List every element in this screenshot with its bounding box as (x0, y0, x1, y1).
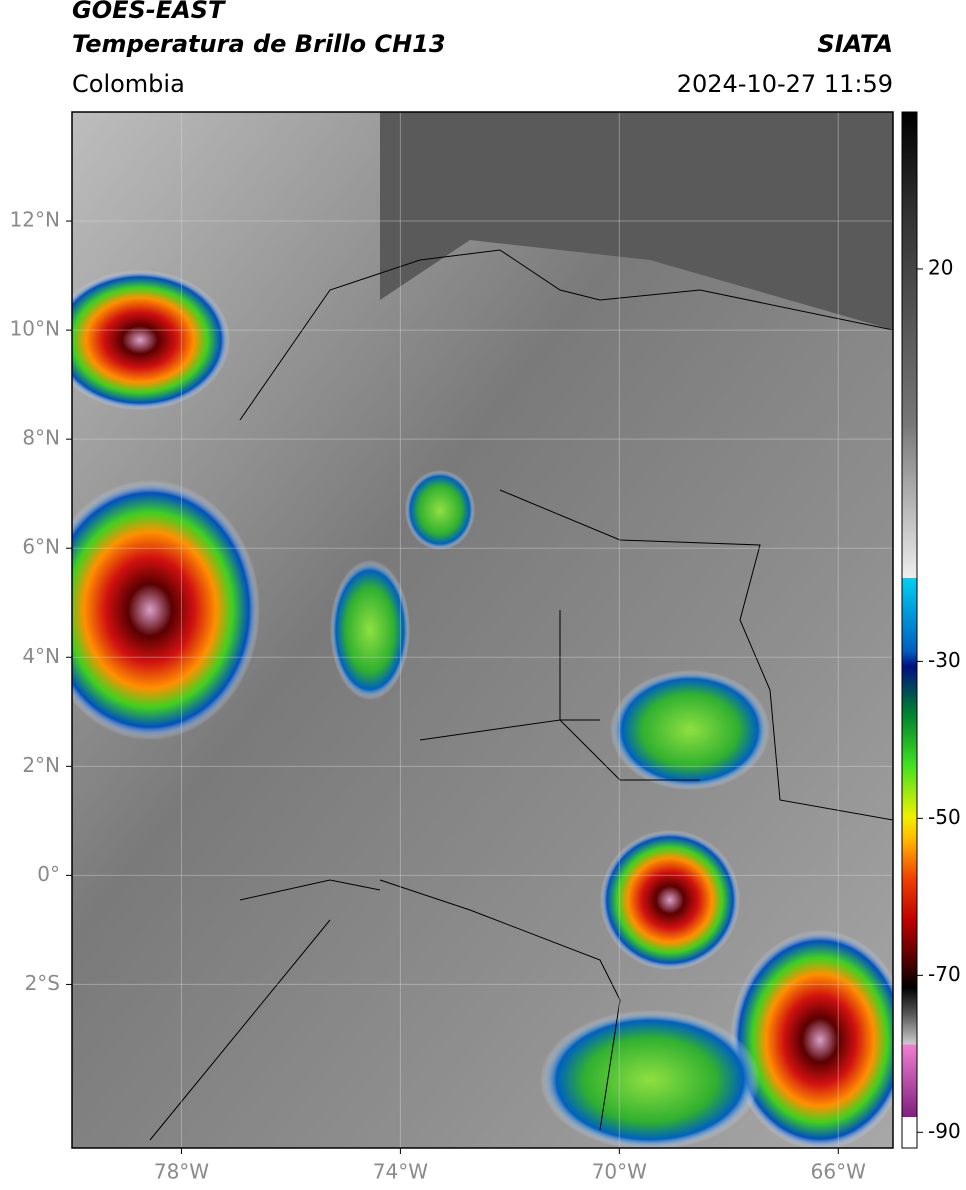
sea (380, 112, 893, 330)
y-tick-label: 2°N (22, 753, 60, 777)
colorbar (901, 111, 918, 1149)
storm (730, 930, 893, 1148)
y-tick-label: 2°S (25, 971, 60, 995)
borders (149, 249, 893, 1141)
x-tick-label: 70°W (592, 1160, 647, 1184)
storm (610, 670, 770, 790)
y-tick-label: 0° (37, 862, 60, 886)
source: SIATA (817, 30, 893, 58)
x-tick-label: 66°W (811, 1160, 866, 1184)
y-tick-label: 6°N (22, 535, 60, 559)
y-tick-label: 8°N (22, 426, 60, 450)
colorbar-tick-label: -70 (928, 962, 961, 986)
storm (540, 1010, 760, 1148)
colorbar-tick-label: -90 (928, 1119, 961, 1143)
colorbar-tick-label: 20 (928, 255, 953, 279)
storm (330, 560, 410, 700)
y-tick-label: 12°N (10, 208, 60, 232)
y-tick-label: 10°N (10, 317, 60, 341)
map-frame (71, 111, 894, 1149)
colorbar-tick-label: -30 (928, 648, 961, 672)
colorbar-tick-label: -50 (928, 805, 961, 829)
y-tick-label: 4°N (22, 644, 60, 668)
storm (405, 470, 475, 550)
region: Colombia (72, 70, 185, 98)
datetime: 2024-10-27 11:59 (676, 70, 893, 98)
x-tick-label: 74°W (373, 1160, 428, 1184)
storm (72, 480, 260, 740)
title: GOES-EAST (72, 0, 225, 24)
subtitle: Temperatura de Brillo CH13 (72, 30, 446, 58)
grid (72, 112, 893, 1148)
imagery (72, 112, 893, 1148)
storm (600, 830, 740, 970)
x-tick-label: 78°W (154, 1160, 209, 1184)
storm (72, 270, 230, 410)
